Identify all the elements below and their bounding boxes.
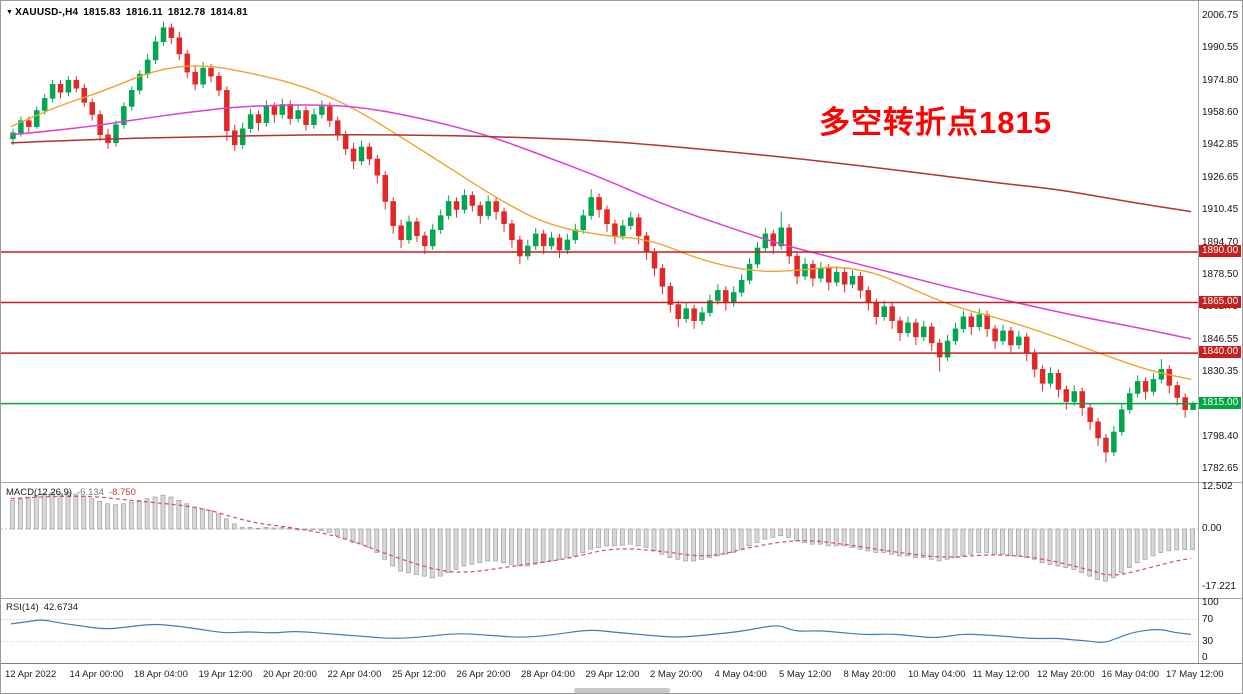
price-label: 1974.80 bbox=[1202, 74, 1239, 86]
time-label: 19 Apr 12:00 bbox=[198, 669, 253, 680]
time-label: 10 May 04:00 bbox=[908, 669, 966, 680]
chart-annotation-text[interactable]: 多空转折点1815 bbox=[819, 105, 1052, 140]
macd-signal-value: -8.750 bbox=[108, 487, 136, 498]
price-label: 1942.85 bbox=[1202, 139, 1239, 151]
ma-fast-orange bbox=[10, 65, 1192, 381]
price-flag-1890.00: 1890.00 bbox=[1199, 245, 1242, 257]
candles-layer bbox=[10, 21, 1196, 463]
ma-mid-magenta bbox=[10, 104, 1192, 340]
price-label: 1846.55 bbox=[1202, 333, 1239, 345]
rsi-name: RSI(14) bbox=[6, 602, 39, 613]
price-label: 1830.35 bbox=[1202, 365, 1239, 377]
ohlc-high: 1816.11 bbox=[125, 7, 163, 18]
time-label: 4 May 04:00 bbox=[714, 669, 767, 680]
macd-name: MACD(12,26,9) bbox=[6, 487, 72, 498]
time-label: 8 May 20:00 bbox=[843, 669, 896, 680]
time-axis-separator bbox=[1, 663, 1242, 664]
rsi-panel-separator[interactable] bbox=[1, 598, 1242, 599]
rsi-axis-label: 0 bbox=[1202, 652, 1208, 663]
time-label: 26 Apr 20:00 bbox=[456, 669, 511, 680]
symbol-name: XAUUSD-,H4 bbox=[15, 7, 79, 18]
time-label: 2 May 20:00 bbox=[650, 669, 703, 680]
price-axis-border bbox=[1198, 1, 1199, 663]
time-label: 12 May 20:00 bbox=[1037, 669, 1095, 680]
price-label: 1926.65 bbox=[1202, 171, 1239, 183]
ohlc-close: 1814.81 bbox=[210, 7, 248, 18]
rsi-panel-canvas[interactable] bbox=[1, 599, 1198, 663]
macd-axis-label: 0.00 bbox=[1202, 523, 1222, 534]
time-label: 18 Apr 04:00 bbox=[134, 669, 188, 680]
macd-axis-label: 12.502 bbox=[1202, 480, 1233, 492]
price-flag-1815.00: 1815.00 bbox=[1199, 396, 1242, 409]
ohlc-open: 1815.83 bbox=[83, 7, 121, 18]
symbol-header: ▼ XAUUSD-,H4 1815.83 1816.11 1812.78 1814.81 bbox=[6, 7, 253, 18]
macd-axis-label: -17.221 bbox=[1202, 580, 1236, 592]
rsi-axis-label: 30 bbox=[1202, 635, 1214, 647]
rsi-axis-label: 70 bbox=[1202, 613, 1214, 625]
price-label: 2006.75 bbox=[1202, 10, 1239, 21]
price-flag-1865.00: 1865.00 bbox=[1199, 295, 1242, 308]
time-label: 16 May 04:00 bbox=[1101, 669, 1160, 680]
macd-indicator-label: MACD(12,26,9) -6.134 -8.750 bbox=[6, 487, 136, 498]
ma-slow-darkred bbox=[10, 134, 1192, 213]
time-label: 11 May 12:00 bbox=[972, 669, 1030, 680]
ohlc-low: 1812.78 bbox=[167, 7, 206, 18]
price-label: 1782.65 bbox=[1202, 463, 1239, 474]
price-label: 1878.50 bbox=[1202, 268, 1239, 280]
price-label: 1958.60 bbox=[1202, 107, 1239, 119]
price-label: 1990.55 bbox=[1202, 42, 1239, 54]
macd-histogram bbox=[10, 492, 1195, 582]
macd-main-value: -6.134 bbox=[77, 487, 104, 498]
price-flag-1840.00: 1840.00 bbox=[1199, 346, 1242, 359]
rsi-axis-label: 100 bbox=[1202, 597, 1219, 608]
time-axis[interactable]: 12 Apr 2022 14 Apr 00:00 18 Apr 04:00 19 Ap… bbox=[1, 664, 1242, 693]
time-label: 22 Apr 04:00 bbox=[327, 669, 382, 680]
main-chart-canvas[interactable] bbox=[1, 1, 1198, 482]
time-label: 17 May 12:00 bbox=[1166, 669, 1224, 680]
time-label: 28 Apr 04:00 bbox=[521, 669, 575, 680]
rsi-line bbox=[10, 619, 1192, 643]
macd-signal-line bbox=[10, 495, 1192, 576]
time-label: 5 May 12:00 bbox=[779, 669, 832, 680]
time-label: 25 Apr 12:00 bbox=[392, 669, 446, 680]
rsi-value: 42.6734 bbox=[43, 602, 79, 613]
time-label: 20 Apr 20:00 bbox=[263, 669, 317, 680]
time-label: 14 Apr 00:00 bbox=[69, 669, 124, 680]
time-label: 29 Apr 12:00 bbox=[585, 669, 640, 680]
rsi-indicator-label: RSI(14) 42.6734 bbox=[6, 602, 78, 613]
macd-panel-canvas[interactable] bbox=[1, 483, 1198, 598]
macd-panel-separator[interactable] bbox=[1, 482, 1242, 483]
price-label: 1894.70 bbox=[1202, 236, 1239, 248]
time-label: 12 Apr 2022 bbox=[5, 669, 57, 680]
price-label: 1910.45 bbox=[1202, 204, 1239, 216]
h-scrollbar-thumb[interactable] bbox=[574, 688, 670, 693]
price-label: 1798.40 bbox=[1202, 430, 1239, 442]
chart-dropdown-icon: ▼ bbox=[6, 9, 14, 16]
price-axis[interactable]: 2006.75 1990.55 1974.80 1958.60 1942.85 1926.… bbox=[1199, 1, 1242, 693]
